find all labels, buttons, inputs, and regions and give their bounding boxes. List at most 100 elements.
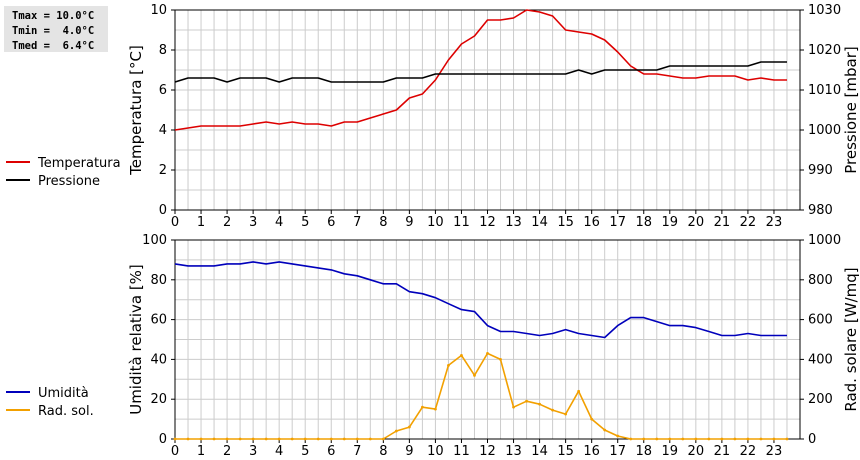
- x-tick-label: 6: [327, 444, 335, 459]
- solar-point: [694, 437, 698, 441]
- x-tick-label: 20: [688, 215, 705, 230]
- solar-point: [447, 363, 450, 367]
- x-tick-label: 19: [662, 215, 679, 230]
- y-tick-label: 80: [150, 273, 167, 288]
- x-tick-label: 1: [197, 215, 205, 230]
- x-tick-label: 20: [688, 444, 705, 459]
- x-tick-label: 12: [479, 444, 496, 459]
- y2-tick-label: 600: [808, 313, 833, 328]
- y2-tick-label: 980: [808, 203, 833, 218]
- x-tick-label: 2: [223, 444, 231, 459]
- solar-point: [342, 437, 346, 441]
- solar-point: [290, 437, 294, 441]
- solar-point: [212, 437, 216, 441]
- solar-point: [720, 437, 724, 441]
- x-tick-label: 19: [662, 444, 679, 459]
- x-tick-label: 22: [740, 215, 757, 230]
- y2-axis-label: Rad. solare [W/mq]: [842, 267, 860, 411]
- series-line-1-0: [174, 261, 787, 339]
- solar-point: [629, 437, 633, 441]
- y-tick-label: 6: [159, 83, 167, 98]
- solar-point: [277, 437, 281, 441]
- y-tick-label: 60: [150, 313, 167, 328]
- x-tick-label: 21: [714, 215, 731, 230]
- x-tick-label: 12: [479, 215, 496, 230]
- x-tick-label: 8: [379, 444, 387, 459]
- solar-point: [733, 437, 737, 441]
- solar-point: [707, 437, 711, 441]
- x-tick-label: 14: [531, 215, 548, 230]
- stat-tmed: Tmed = 6.4°C: [12, 40, 95, 52]
- y2-tick-label: 800: [808, 273, 833, 288]
- solar-point: [746, 437, 750, 441]
- x-tick-label: 3: [249, 444, 257, 459]
- x-tick-label: 4: [275, 444, 283, 459]
- solar-point: [772, 437, 776, 441]
- solar-point: [251, 437, 255, 441]
- x-tick-label: 1: [197, 444, 205, 459]
- y2-tick-label: 400: [808, 352, 833, 367]
- x-tick-label: 9: [405, 215, 413, 230]
- solar-point: [616, 434, 620, 438]
- x-tick-label: 22: [740, 444, 757, 459]
- y2-tick-label: 990: [808, 163, 833, 178]
- x-tick-label: 5: [301, 444, 309, 459]
- solar-point: [681, 437, 685, 441]
- x-tick-label: 9: [405, 444, 413, 459]
- x-tick-label: 7: [353, 444, 361, 459]
- solar-point: [173, 437, 177, 441]
- solar-point: [642, 437, 646, 441]
- y2-tick-label: 200: [808, 392, 833, 407]
- y-tick-label: 4: [159, 123, 167, 138]
- solar-point: [355, 437, 359, 441]
- x-tick-label: 16: [583, 215, 600, 230]
- x-tick-label: 11: [453, 444, 470, 459]
- solar-point: [538, 402, 541, 406]
- y-tick-label: 0: [159, 203, 167, 218]
- series-line-0-1: [174, 61, 787, 83]
- x-tick-label: 7: [353, 215, 361, 230]
- x-tick-label: 13: [505, 444, 522, 459]
- stat-tmax: Tmax = 10.0°C: [12, 10, 95, 22]
- y2-tick-label: 1000: [808, 123, 841, 138]
- series-line-0-0: [174, 9, 787, 131]
- solar-point: [420, 405, 424, 409]
- solar-point: [564, 412, 568, 416]
- solar-point: [551, 408, 555, 412]
- x-tick-label: 8: [379, 215, 387, 230]
- x-tick-label: 17: [609, 444, 626, 459]
- legend-label: Rad. sol.: [38, 404, 94, 419]
- x-tick-label: 3: [249, 215, 257, 230]
- solar-point: [590, 417, 594, 421]
- x-tick-label: 4: [275, 215, 283, 230]
- x-tick-label: 11: [453, 215, 470, 230]
- solar-point: [225, 437, 229, 441]
- x-tick-label: 5: [301, 215, 309, 230]
- y2-tick-label: 1020: [808, 43, 841, 58]
- solar-point: [512, 405, 515, 409]
- x-tick-label: 16: [583, 444, 600, 459]
- x-tick-label: 0: [171, 444, 179, 459]
- x-tick-label: 21: [714, 444, 731, 459]
- solar-point: [407, 425, 411, 429]
- y-tick-label: 2: [159, 163, 167, 178]
- y-tick-label: 0: [159, 432, 167, 447]
- solar-point: [186, 437, 190, 441]
- solar-point: [473, 373, 476, 377]
- y-tick-label: 20: [150, 392, 167, 407]
- x-tick-label: 13: [505, 215, 522, 230]
- solar-point: [199, 437, 203, 441]
- solar-point: [785, 437, 789, 441]
- x-tick-label: 23: [766, 215, 783, 230]
- solar-point: [668, 437, 672, 441]
- solar-point: [303, 437, 307, 441]
- solar-point: [759, 437, 763, 441]
- x-tick-label: 6: [327, 215, 335, 230]
- legend-label: Umidità: [38, 386, 89, 401]
- x-tick-label: 17: [609, 215, 626, 230]
- solar-point: [499, 358, 502, 361]
- x-tick-label: 10: [427, 444, 444, 459]
- x-tick-label: 18: [635, 444, 652, 459]
- y2-tick-label: 1000: [808, 233, 841, 248]
